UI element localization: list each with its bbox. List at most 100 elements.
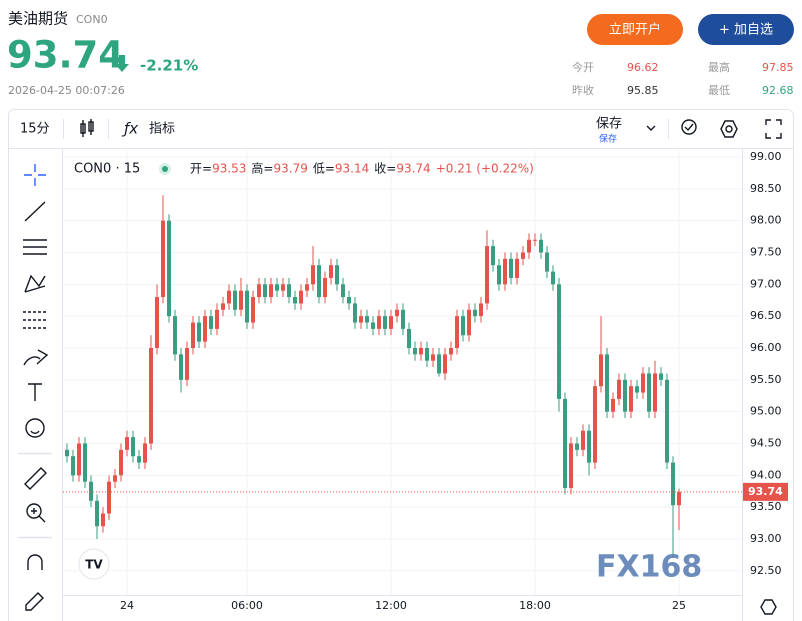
- candle-body: [233, 290, 237, 310]
- legend-label: 收=: [374, 162, 396, 176]
- candle-body: [569, 443, 573, 489]
- stat-label: 昨收: [572, 83, 594, 97]
- candle-body: [461, 316, 465, 336]
- candle-body: [611, 398, 615, 412]
- candle-body: [329, 265, 333, 278]
- candle-body: [95, 500, 99, 527]
- candle-body: [623, 379, 627, 412]
- x-tick-label: 06:00: [231, 599, 263, 612]
- candle-body: [347, 297, 351, 304]
- axis-settings[interactable]: [760, 599, 777, 615]
- settings-icon[interactable]: [720, 120, 738, 138]
- zoom-tool[interactable]: [26, 503, 42, 519]
- interval[interactable]: 15分: [20, 122, 50, 137]
- candle-body: [389, 316, 393, 329]
- candle-body: [113, 475, 117, 482]
- chevron[interactable]: [646, 125, 656, 131]
- stat-label: 最低: [708, 84, 730, 97]
- magnet-tool[interactable]: [27, 554, 43, 570]
- legend-value: 93.74: [396, 162, 430, 176]
- candle-body: [149, 347, 153, 444]
- y-tick-label: 96.50: [750, 309, 782, 322]
- candle-body: [377, 316, 381, 329]
- crosshair-tool[interactable]: [24, 164, 46, 186]
- emoji-tool[interactable]: [25, 418, 45, 438]
- text-tool[interactable]: [28, 383, 42, 401]
- x-tick-label: 24: [120, 599, 134, 612]
- candle-body: [605, 354, 609, 412]
- candle-body: [203, 316, 207, 342]
- candle-body: [197, 322, 201, 342]
- candle-body: [431, 354, 435, 361]
- stat-value: 96.62: [627, 61, 659, 74]
- y-tick-label: 99.00: [750, 150, 782, 163]
- last-price-box: [743, 482, 788, 501]
- brush-tool[interactable]: [23, 349, 49, 366]
- candle-body: [407, 328, 411, 348]
- candle-body: [515, 258, 519, 278]
- code: CON0: [76, 13, 108, 26]
- candle-body: [665, 379, 669, 463]
- lock-tool[interactable]: [25, 592, 44, 611]
- candle-body: [191, 322, 195, 348]
- x-tick-label: 12:00: [375, 599, 407, 612]
- pattern-tool[interactable]: [24, 274, 46, 293]
- alert-icon[interactable]: [681, 119, 697, 135]
- stat-value: 97.85: [762, 61, 794, 74]
- candle-body: [293, 297, 297, 304]
- button-label[interactable]: + 加自选: [719, 23, 773, 38]
- candle-body: [575, 443, 579, 450]
- legend-value: 93.53: [212, 162, 246, 176]
- candle-body: [359, 316, 363, 323]
- status-dot-core: [162, 166, 168, 172]
- tv-logo-text: TV: [85, 558, 103, 572]
- indicators[interactable]: 指标: [149, 122, 175, 137]
- down-arrow: [115, 55, 129, 72]
- candle-body: [245, 290, 249, 323]
- candle-body: [215, 309, 219, 329]
- candle-body: [479, 303, 483, 317]
- zoom-plus: [31, 508, 46, 523]
- candle-body: [287, 284, 291, 298]
- fib-tool[interactable]: [23, 311, 47, 329]
- candle-body: [71, 456, 75, 476]
- candle-body: [677, 491, 681, 506]
- ruler-tool[interactable]: [24, 467, 47, 490]
- candle-body: [89, 481, 93, 501]
- candle-icon[interactable]: [80, 119, 94, 137]
- y-tick-label: 93.50: [750, 500, 782, 513]
- candle-body: [131, 437, 135, 457]
- candle-body: [617, 379, 621, 399]
- open-account-button[interactable]: [587, 14, 683, 45]
- candle-body: [323, 277, 327, 298]
- candle-body: [527, 239, 531, 253]
- candle-body: [413, 347, 417, 355]
- line-tool[interactable]: [24, 201, 46, 222]
- candle-body: [509, 258, 513, 278]
- legend-label: 高=: [251, 161, 273, 176]
- candle-body: [593, 386, 597, 463]
- candle-body: [353, 303, 357, 323]
- title: 美油期货: [8, 10, 68, 28]
- channel-tool[interactable]: [23, 239, 47, 255]
- tv-logo: [78, 548, 110, 580]
- fullscreen-icon[interactable]: [765, 119, 782, 139]
- candle-body: [167, 220, 171, 317]
- y-tick-label: 98.50: [750, 182, 782, 195]
- price: 93.74: [7, 34, 124, 77]
- watchlist-button[interactable]: [698, 14, 794, 45]
- candle-body: [551, 271, 555, 285]
- button-label[interactable]: 立即开户: [609, 22, 661, 38]
- y-tick-label: 93.00: [750, 532, 782, 545]
- candle-body: [161, 220, 165, 298]
- legend-value: 93.14: [335, 162, 369, 176]
- save[interactable]: 保存: [596, 117, 622, 132]
- candle-body: [419, 347, 423, 355]
- candle-body: [395, 309, 399, 317]
- candle-body: [647, 373, 651, 412]
- fx-icon[interactable]: ƒx: [121, 120, 138, 138]
- candle-body: [251, 297, 255, 323]
- stat-label: 今开: [572, 60, 594, 74]
- candle-body: [257, 284, 261, 298]
